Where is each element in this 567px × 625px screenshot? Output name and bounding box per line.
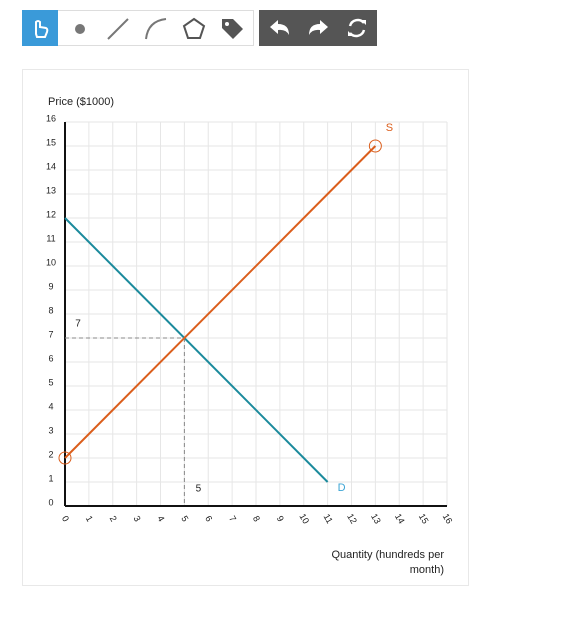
series-line xyxy=(64,217,329,483)
reset-button[interactable] xyxy=(339,10,375,46)
point-tool[interactable] xyxy=(62,11,98,47)
series-label: D xyxy=(338,482,346,494)
y-tick-label: 5 xyxy=(48,377,53,387)
x-axis-label: Quantity (hundreds per month) xyxy=(331,549,444,576)
series-label: S xyxy=(386,122,393,134)
x-tick-label: 3 xyxy=(132,514,143,523)
x-tick-label: 10 xyxy=(297,512,311,526)
polygon-tool[interactable] xyxy=(176,11,212,47)
x-tick-label: 15 xyxy=(417,512,431,526)
equilibrium-price-label: 7 xyxy=(75,319,81,330)
x-tick-label: 0 xyxy=(60,514,71,523)
y-tick-label: 8 xyxy=(48,305,53,315)
x-tick-label: 11 xyxy=(322,512,335,525)
y-tick-label: 15 xyxy=(46,137,56,147)
x-tick-label: 8 xyxy=(251,514,262,523)
endpoint-handle xyxy=(368,139,382,153)
x-tick-label: 9 xyxy=(275,514,286,523)
tool-group xyxy=(22,10,254,46)
x-tick-label: 4 xyxy=(155,514,166,523)
x-tick-label: 13 xyxy=(369,512,383,526)
label-tool[interactable] xyxy=(214,11,250,47)
y-tick-label: 2 xyxy=(48,449,53,459)
series-line xyxy=(64,145,377,459)
x-tick-label: 16 xyxy=(441,512,455,526)
line-tool[interactable] xyxy=(100,11,136,47)
pointer-tool[interactable] xyxy=(22,10,58,46)
x-tick-label: 14 xyxy=(393,512,407,526)
y-tick-label: 14 xyxy=(46,161,56,171)
x-tick-label: 1 xyxy=(84,514,95,523)
y-tick-label: 1 xyxy=(48,473,53,483)
y-axis-label: Price ($1000) xyxy=(48,96,114,108)
y-tick-label: 4 xyxy=(48,401,53,411)
endpoint-handle xyxy=(58,451,72,465)
y-tick-label: 9 xyxy=(48,281,53,291)
x-tick-label: 7 xyxy=(227,514,238,523)
y-tick-label: 16 xyxy=(46,113,56,123)
history-group xyxy=(259,10,377,46)
curve-tool[interactable] xyxy=(138,11,174,47)
x-tick-label: 5 xyxy=(179,514,190,523)
y-tick-label: 0 xyxy=(48,497,53,507)
y-tick-label: 10 xyxy=(46,257,56,267)
y-tick-label: 12 xyxy=(46,209,56,219)
y-tick-label: 13 xyxy=(46,185,56,195)
x-tick-label: 6 xyxy=(203,514,214,523)
y-tick-label: 11 xyxy=(46,233,55,243)
y-tick-label: 3 xyxy=(48,425,53,435)
undo-button[interactable] xyxy=(262,10,298,46)
x-tick-label: 2 xyxy=(108,514,119,523)
x-tick-label: 12 xyxy=(345,512,359,526)
redo-button[interactable] xyxy=(300,10,336,46)
graph-card xyxy=(22,69,469,586)
y-tick-label: 7 xyxy=(48,329,53,339)
equilibrium-quantity-label: 5 xyxy=(196,484,202,495)
y-tick-label: 6 xyxy=(48,353,53,363)
